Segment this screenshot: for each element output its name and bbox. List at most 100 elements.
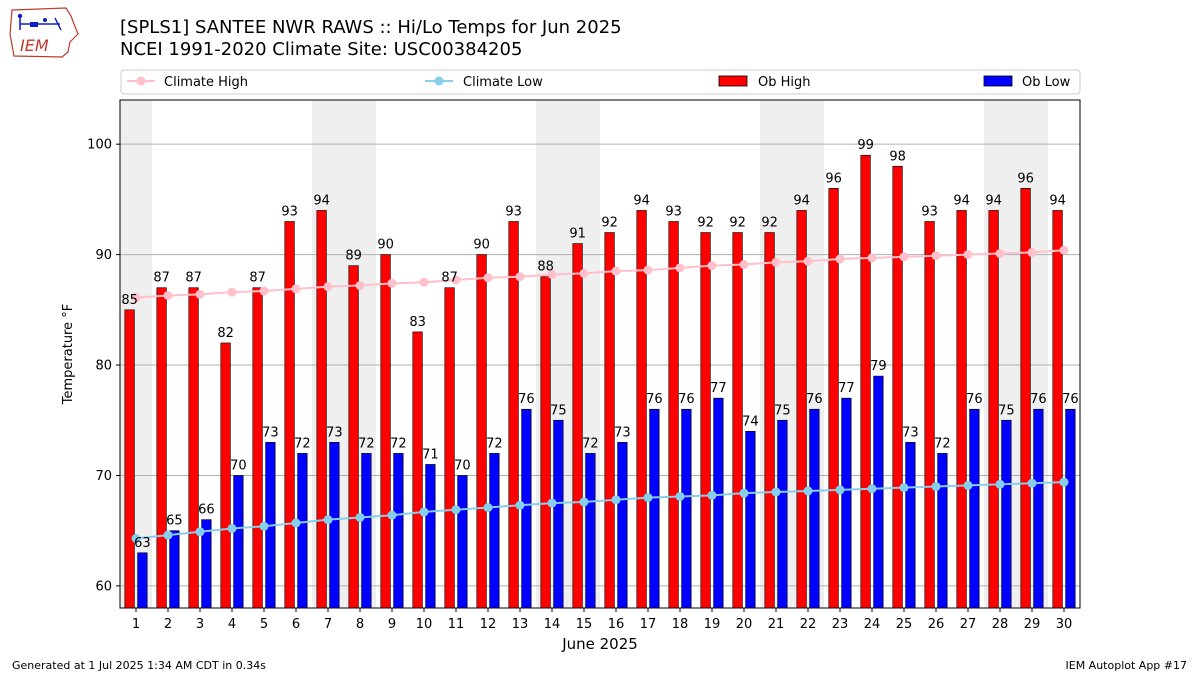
ob-low-value-label: 71 bbox=[422, 447, 439, 462]
climate-lines bbox=[131, 245, 1069, 543]
ob-low-bar bbox=[713, 397, 724, 609]
ob-high-value-label: 98 bbox=[889, 149, 906, 164]
ob-low-value-label: 75 bbox=[774, 403, 791, 418]
ob-low-bar bbox=[745, 431, 756, 609]
ob-high-bar bbox=[252, 287, 263, 609]
ob-high-value-label: 91 bbox=[569, 227, 586, 242]
ob-high-value-label: 96 bbox=[1017, 171, 1034, 186]
climate-low-point bbox=[419, 507, 429, 517]
x-tick-label: 8 bbox=[356, 617, 364, 632]
ob-high-value-label: 87 bbox=[185, 271, 202, 286]
chart-title-line1: [SPLS1] SANTEE NWR RAWS :: Hi/Lo Temps f… bbox=[120, 17, 622, 38]
ob-high-bar bbox=[796, 210, 807, 609]
ob-high-value-label: 87 bbox=[441, 271, 458, 286]
ob-low-bar bbox=[457, 475, 468, 609]
ob-high-value-label: 93 bbox=[921, 204, 938, 219]
ob-low-value-label: 70 bbox=[454, 458, 471, 473]
ob-low-bar bbox=[425, 464, 436, 609]
climate-low-point bbox=[963, 480, 973, 490]
x-tick-label: 28 bbox=[992, 617, 1009, 632]
climate-high-line bbox=[135, 249, 1065, 299]
x-tick-label: 20 bbox=[736, 617, 753, 632]
ob-high-value-label: 85 bbox=[121, 293, 138, 308]
ob-high-value-label: 93 bbox=[665, 204, 682, 219]
climate-high-point bbox=[963, 250, 973, 260]
legend-climate-low-label: Climate Low bbox=[463, 75, 543, 90]
climate-low-point bbox=[579, 497, 589, 507]
climate-high-point bbox=[515, 272, 525, 282]
x-tick-label: 26 bbox=[928, 617, 945, 632]
ob-high-bar bbox=[284, 221, 295, 609]
climate-high-point bbox=[675, 263, 685, 273]
climate-high-point bbox=[547, 269, 557, 279]
climate-high-point bbox=[131, 293, 141, 303]
ob-high-value-label: 90 bbox=[377, 238, 394, 253]
ob-low-value-label: 63 bbox=[134, 536, 151, 551]
climate-low-point bbox=[195, 527, 205, 537]
y-axis-label: Temperature °F bbox=[61, 304, 76, 405]
ob-high-value-label: 89 bbox=[345, 249, 362, 264]
x-tick-label: 5 bbox=[260, 617, 268, 632]
x-tick-label: 13 bbox=[512, 617, 529, 632]
ob-high-value-label: 94 bbox=[793, 193, 810, 208]
ob-high-value-label: 83 bbox=[409, 315, 426, 330]
ob-low-bar bbox=[1033, 408, 1044, 609]
climate-low-point bbox=[483, 503, 493, 513]
ob-low-value-label: 79 bbox=[870, 359, 887, 374]
climate-low-point bbox=[675, 491, 685, 501]
ob-high-bar bbox=[188, 287, 199, 609]
chart-title-line2: NCEI 1991-2020 Climate Site: USC00384205 bbox=[120, 39, 523, 60]
ob-low-bar bbox=[329, 442, 340, 609]
x-tick-label: 29 bbox=[1024, 617, 1041, 632]
ob-low-value-label: 73 bbox=[614, 425, 631, 440]
ob-high-bar bbox=[764, 232, 775, 609]
ob-high-bar bbox=[476, 254, 487, 609]
climate-high-point bbox=[835, 254, 845, 264]
ob-low-bar bbox=[393, 453, 404, 609]
x-tick-label: 22 bbox=[800, 617, 817, 632]
climate-low-point bbox=[995, 479, 1005, 489]
legend-frame bbox=[120, 69, 1081, 95]
ob-low-bar bbox=[1001, 419, 1012, 609]
x-tick-label: 23 bbox=[832, 617, 849, 632]
ob-high-bar bbox=[828, 188, 839, 609]
ob-high-bar bbox=[924, 221, 935, 609]
climate-low-point bbox=[163, 530, 173, 540]
x-tick-label: 3 bbox=[196, 617, 204, 632]
ob-high-bar bbox=[892, 165, 903, 609]
climate-low-point bbox=[131, 533, 141, 543]
ob-low-value-label: 73 bbox=[326, 425, 343, 440]
footer-generated: Generated at 1 Jul 2025 1:34 AM CDT in 0… bbox=[12, 659, 266, 672]
climate-low-point bbox=[931, 482, 941, 492]
x-tick-label: 24 bbox=[864, 617, 881, 632]
climate-low-point bbox=[291, 518, 301, 528]
climate-high-point bbox=[1059, 245, 1069, 255]
x-tick-label: 2 bbox=[164, 617, 172, 632]
ob-low-bar bbox=[169, 530, 180, 609]
climate-high-point bbox=[355, 281, 365, 291]
ob-high-value-label: 87 bbox=[153, 271, 170, 286]
climate-high-point bbox=[323, 282, 333, 292]
climate-high-point bbox=[163, 290, 173, 300]
x-tick-label: 30 bbox=[1056, 617, 1073, 632]
y-tick-label: 80 bbox=[95, 359, 112, 374]
x-tick-label: 27 bbox=[960, 617, 977, 632]
ob-high-value-label: 94 bbox=[633, 193, 650, 208]
climate-high-point bbox=[259, 286, 269, 296]
ob-low-value-label: 70 bbox=[230, 458, 247, 473]
ob-high-value-label: 94 bbox=[1049, 193, 1066, 208]
ob-high-value-label: 93 bbox=[281, 204, 298, 219]
ob-low-value-label: 74 bbox=[742, 414, 759, 429]
ob-high-bar bbox=[860, 154, 871, 609]
climate-low-point bbox=[707, 490, 717, 500]
climate-high-point bbox=[227, 287, 237, 297]
y-axis: 60 70 80 90 100 bbox=[87, 138, 120, 594]
ob-low-bar bbox=[137, 552, 148, 609]
legend-climate-high-label: Climate High bbox=[164, 75, 248, 90]
legend: Climate High Climate Low Ob High Ob Low bbox=[120, 69, 1081, 95]
ob-low-value-label: 76 bbox=[806, 392, 823, 407]
ob-low-value-label: 73 bbox=[262, 425, 279, 440]
ob-low-bar bbox=[553, 419, 564, 609]
ob-high-value-label: 94 bbox=[953, 193, 970, 208]
ob-high-bar bbox=[956, 210, 967, 609]
